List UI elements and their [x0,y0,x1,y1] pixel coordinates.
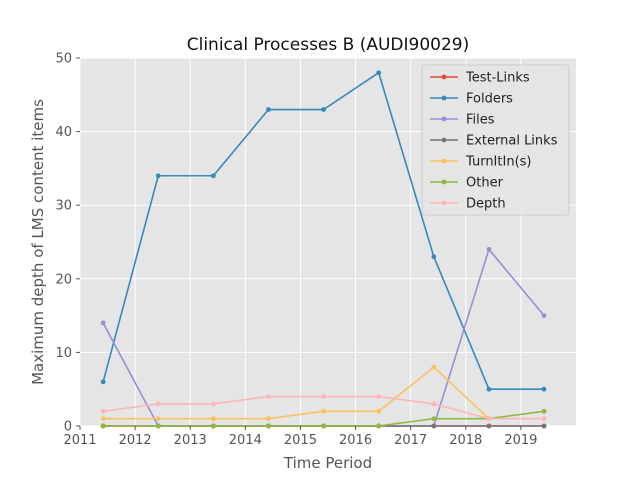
data-point-depth [155,401,161,407]
y-axis: 0 10 20 30 40 50 [55,52,80,435]
legend-item: Test-Links [430,71,530,86]
data-point-depth [321,394,326,399]
data-point-other [155,423,161,429]
data-point-other [210,423,216,429]
data-point-turnitin-s [266,416,271,422]
legend-swatch-marker [441,200,447,206]
legend-label: Files [466,113,495,128]
data-point-other [100,423,106,429]
x-tick-label: 2013 [174,433,207,448]
data-point-other [541,408,547,414]
y-tick-label: 40 [55,125,72,140]
data-point-depth [376,394,382,399]
data-point-depth [100,408,106,414]
data-point-turnitin-s [431,364,437,370]
y-tick-label: 50 [55,52,72,67]
data-point-folders [376,70,382,76]
x-tick-label: 2014 [229,433,262,448]
data-point-turnitin-s [321,408,326,414]
data-point-external-links [541,423,547,429]
y-tick-label: 20 [55,272,72,287]
legend-item: External Links [430,134,558,149]
data-point-depth [486,416,492,422]
x-tick-label: 2016 [339,433,372,448]
legend-item: Depth [430,197,506,212]
y-tick-label: 0 [64,420,72,435]
x-axis: 2011 2012 2013 2014 2015 2016 2017 2018 2019 [63,426,537,448]
data-point-files [541,313,547,318]
data-point-folders [100,379,106,385]
chart-title: Clinical Processes B (AUDI90029) [187,35,470,55]
legend-swatch-marker [441,137,447,143]
data-point-depth [431,401,437,407]
legend-label: TurnItIn(s) [465,155,531,170]
data-point-files [486,246,492,252]
legend-box [421,64,570,216]
data-point-depth [266,394,271,399]
legend-item: Files [430,113,495,128]
legend-label: Test-Links [465,71,530,86]
legend-item: Other [430,176,504,191]
x-tick-label: 2017 [394,433,427,448]
x-tick-label: 2015 [284,433,317,448]
legend-label: Folders [466,92,513,107]
data-point-external-links [431,423,437,429]
legend-swatch-marker [441,74,447,80]
data-point-turnitin-s [155,416,161,422]
legend-swatch-marker [441,179,447,185]
legend-swatch-marker [441,116,447,122]
data-point-other [321,423,326,429]
series-depth [100,394,547,422]
y-tick-label: 10 [55,346,72,361]
legend-label: Other [466,176,504,191]
y-tick-label: 30 [55,199,72,214]
legend: Test-Links Folders Files External Links Turn… [421,64,570,216]
legend-item: TurnItIn(s) [430,155,531,170]
data-point-other [376,423,382,429]
data-point-folders [486,386,492,392]
data-point-depth [541,416,547,422]
data-point-files [100,320,106,326]
y-axis-label: Maximum depth of LMS content items [29,99,47,385]
data-point-folders [321,107,326,112]
data-point-folders [210,173,216,179]
series-folders [100,70,547,392]
x-axis-label: Time Period [283,454,372,472]
legend-label: External Links [466,134,558,149]
data-point-other [431,416,437,422]
data-point-external-links [486,423,492,429]
data-point-folders [155,173,161,179]
data-point-turnitin-s [210,416,216,422]
data-point-depth [210,401,216,407]
series-layer [100,70,547,429]
data-point-turnitin-s [376,408,382,414]
data-point-folders [266,107,271,112]
x-tick-label: 2012 [119,433,152,448]
x-tick-label: 2011 [63,433,96,448]
data-point-folders [541,386,547,392]
legend-swatch-marker [441,158,447,164]
x-tick-label: 2018 [449,433,482,448]
legend-label: Depth [466,197,506,212]
data-point-folders [431,254,437,260]
legend-item: Folders [430,92,513,107]
legend-swatch-marker [441,95,447,101]
data-point-turnitin-s [100,416,106,422]
x-tick-label: 2019 [504,433,537,448]
data-point-other [266,423,271,429]
